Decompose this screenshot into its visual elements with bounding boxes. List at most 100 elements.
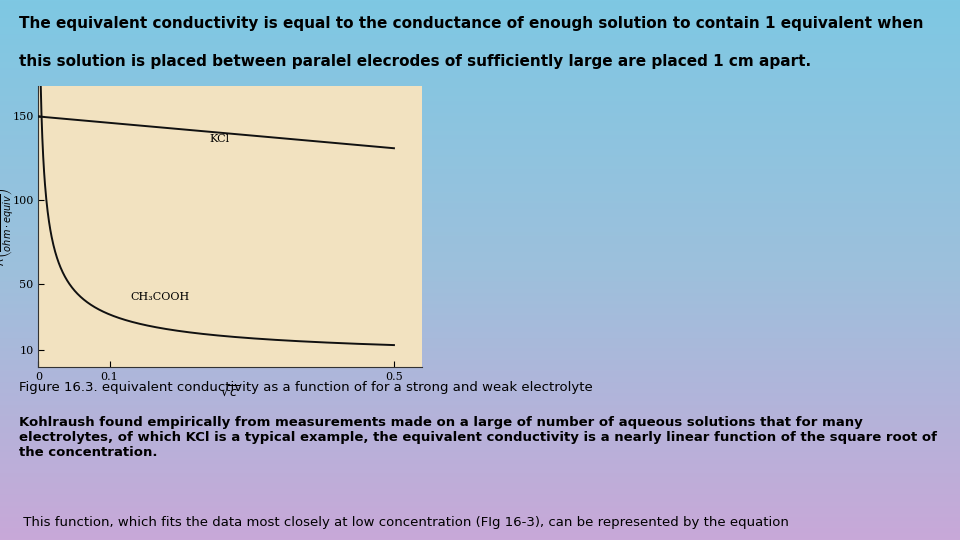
Bar [0, 160, 960, 162]
Bar [0, 285, 960, 286]
Bar [0, 136, 960, 138]
Text: this solution is placed between paralel elecrodes of sufficiently large are plac: this solution is placed between paralel … [19, 54, 811, 69]
Bar [0, 500, 960, 501]
Bar [0, 113, 960, 115]
Bar [0, 537, 960, 539]
Bar [0, 467, 960, 468]
Bar [0, 435, 960, 436]
Bar [0, 296, 960, 297]
Bar [0, 314, 960, 316]
Bar [0, 134, 960, 135]
Bar [0, 416, 960, 417]
Bar [0, 454, 960, 455]
Bar [0, 324, 960, 325]
Bar [0, 217, 960, 219]
Bar [0, 364, 960, 366]
Bar [0, 273, 960, 274]
Bar [0, 30, 960, 31]
Bar [0, 413, 960, 415]
Bar [0, 141, 960, 143]
Bar [0, 359, 960, 361]
Bar [0, 346, 960, 347]
Bar [0, 298, 960, 300]
Bar [0, 474, 960, 475]
Bar [0, 521, 960, 523]
Bar [0, 392, 960, 393]
Bar [0, 393, 960, 394]
Bar [0, 300, 960, 301]
Bar [0, 35, 960, 36]
Bar [0, 267, 960, 269]
Bar [0, 292, 960, 293]
Bar [0, 200, 960, 201]
Bar [0, 525, 960, 526]
Bar [0, 421, 960, 422]
Text: Figure 16.3. equivalent conductivity as a function of for a strong and weak elec: Figure 16.3. equivalent conductivity as … [19, 381, 593, 394]
Bar [0, 411, 960, 413]
Bar [0, 9, 960, 11]
Bar [0, 444, 960, 446]
Bar [0, 509, 960, 510]
Bar [0, 92, 960, 93]
Bar [0, 528, 960, 529]
Bar [0, 491, 960, 492]
Bar [0, 184, 960, 185]
Bar [0, 98, 960, 100]
Bar [0, 118, 960, 119]
Bar [0, 87, 960, 89]
Bar [0, 408, 960, 409]
Bar [0, 73, 960, 74]
Bar [0, 112, 960, 113]
Bar [0, 127, 960, 128]
Bar [0, 65, 960, 66]
Bar [0, 361, 960, 362]
Bar [0, 490, 960, 491]
Bar [0, 383, 960, 384]
Bar [0, 85, 960, 86]
Bar [0, 348, 960, 350]
Bar [0, 115, 960, 116]
Bar [0, 214, 960, 216]
Bar [0, 415, 960, 416]
Bar [0, 350, 960, 351]
Bar [0, 342, 960, 343]
Bar [0, 526, 960, 528]
Bar [0, 377, 960, 378]
Bar [0, 274, 960, 275]
Bar [0, 270, 960, 271]
Bar [0, 308, 960, 309]
Bar [0, 343, 960, 345]
Bar [0, 310, 960, 312]
Bar [0, 199, 960, 200]
Bar [0, 251, 960, 252]
Bar [0, 19, 960, 20]
Bar [0, 530, 960, 532]
Bar [0, 243, 960, 244]
Bar [0, 367, 960, 368]
Bar [0, 329, 960, 330]
Bar [0, 463, 960, 464]
Bar [0, 140, 960, 141]
Bar [0, 124, 960, 126]
Bar [0, 312, 960, 313]
Bar [0, 325, 960, 327]
Bar [0, 244, 960, 246]
Bar [0, 400, 960, 401]
Bar [0, 186, 960, 188]
Bar [0, 438, 960, 440]
Bar [0, 45, 960, 46]
Bar [0, 246, 960, 247]
Bar [0, 381, 960, 382]
Bar [0, 6, 960, 8]
Bar [0, 486, 960, 487]
Bar [0, 291, 960, 292]
Bar [0, 172, 960, 173]
Bar [0, 276, 960, 278]
Bar [0, 275, 960, 276]
Bar [0, 351, 960, 353]
Bar [0, 437, 960, 438]
Bar [0, 102, 960, 103]
Bar [0, 517, 960, 518]
Bar [0, 32, 960, 33]
Bar [0, 289, 960, 291]
